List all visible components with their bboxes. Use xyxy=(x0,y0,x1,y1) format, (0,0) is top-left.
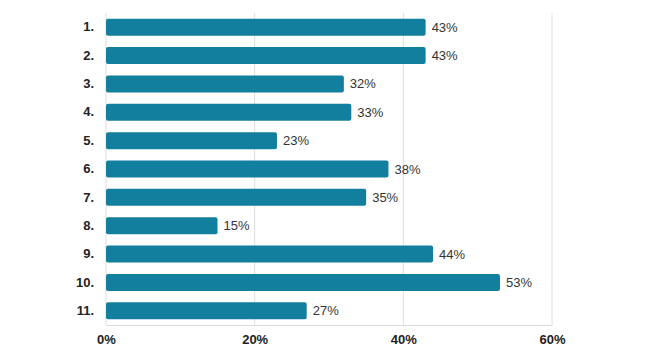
y-tick-label: 10. xyxy=(76,275,94,290)
x-tick: 20% xyxy=(242,325,268,347)
bar xyxy=(106,132,277,149)
y-tick-label: 3. xyxy=(83,76,94,91)
data-label: 38% xyxy=(394,162,420,177)
y-tick: 2. xyxy=(83,48,106,63)
y-tick-label: 7. xyxy=(83,190,94,205)
y-tick: 9. xyxy=(83,246,106,261)
x-tick: 0% xyxy=(97,325,116,347)
y-tick: 10. xyxy=(76,275,106,290)
y-tick: 6. xyxy=(83,161,106,176)
x-tick: 40% xyxy=(391,325,417,347)
bar xyxy=(106,246,433,263)
y-tick: 5. xyxy=(83,133,106,148)
bar xyxy=(106,274,500,291)
data-label: 23% xyxy=(283,133,309,148)
bar xyxy=(106,47,426,64)
bar xyxy=(106,104,351,121)
y-tick: 1. xyxy=(83,19,106,34)
plot: 43% 43% 32% 33% 23% 38% 35% 15% 44% 53% 27% 0% 20% 40… xyxy=(76,13,566,347)
y-tick: 3. xyxy=(83,76,106,91)
y-tick-label: 6. xyxy=(83,161,94,176)
bar xyxy=(106,189,366,206)
bars xyxy=(106,19,500,320)
y-tick-label: 8. xyxy=(83,218,94,233)
x-tick-label: 40% xyxy=(391,332,417,347)
data-label: 32% xyxy=(350,76,376,91)
grid xyxy=(106,13,552,325)
y-tick-label: 2. xyxy=(83,48,94,63)
y-axis: 1. 2. 3. 4. 5. 6. 7. 8. 9. 10. 11. xyxy=(76,19,106,318)
data-label: 27% xyxy=(313,303,339,318)
data-labels: 43% 43% 32% 33% 23% 38% 35% 15% 44% 53% 27% xyxy=(224,20,533,319)
x-tick-label: 20% xyxy=(242,332,268,347)
data-label: 33% xyxy=(357,105,383,120)
x-tick-label: 60% xyxy=(539,332,565,347)
data-label: 43% xyxy=(432,48,458,63)
x-axis: 0% 20% 40% 60% xyxy=(97,325,566,347)
y-tick-label: 11. xyxy=(77,303,94,318)
x-tick: 60% xyxy=(539,325,565,347)
x-axis-line xyxy=(107,325,553,326)
y-tick: 7. xyxy=(83,190,106,205)
data-label: 44% xyxy=(439,247,465,262)
x-tick-label: 0% xyxy=(97,332,116,347)
y-tick: 4. xyxy=(83,104,106,119)
y-tick-label: 4. xyxy=(83,104,94,119)
bar xyxy=(106,75,344,92)
y-tick: 8. xyxy=(83,218,106,233)
data-label: 35% xyxy=(372,190,398,205)
bar xyxy=(106,217,218,234)
data-label: 43% xyxy=(432,20,458,35)
chart: 43% 43% 32% 33% 23% 38% 35% 15% 44% 53% 27% 0% 20% 40… xyxy=(0,0,660,364)
bar xyxy=(106,19,426,36)
grid-line xyxy=(552,13,553,325)
y-tick: 11. xyxy=(77,303,106,318)
chart-container: 43% 43% 32% 33% 23% 38% 35% 15% 44% 53% 27% 0% 20% 40… xyxy=(0,0,660,364)
data-label: 53% xyxy=(506,275,532,290)
bar xyxy=(106,160,388,177)
bar xyxy=(106,302,307,319)
y-tick-label: 5. xyxy=(83,133,94,148)
y-tick-label: 9. xyxy=(83,246,94,261)
y-tick-label: 1. xyxy=(83,19,94,34)
data-label: 15% xyxy=(224,218,250,233)
